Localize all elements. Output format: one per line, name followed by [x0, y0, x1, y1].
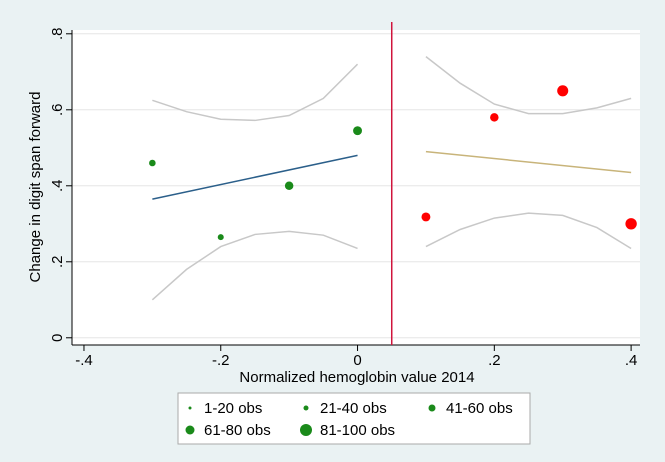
legend-marker: [303, 405, 309, 411]
legend-label: 41-60 obs: [446, 400, 513, 417]
legend-marker: [185, 425, 195, 435]
legend-marker: [188, 406, 192, 410]
legend-label: 81-100 obs: [320, 422, 395, 439]
plot-area: [72, 30, 640, 345]
point: [353, 126, 362, 136]
point: [625, 218, 637, 230]
y-tick-label: .4: [49, 180, 66, 193]
ci-curve: [151, 230, 358, 301]
point: [217, 234, 224, 241]
y-tick-label: .6: [49, 104, 66, 117]
x-tick-label: -.4: [75, 352, 93, 369]
point: [490, 113, 499, 122]
fit-line: [425, 150, 632, 174]
y-axis-label: Change in digit span forward: [27, 92, 44, 283]
point: [557, 85, 569, 97]
y-tick-label: .2: [49, 256, 66, 269]
legend-box: [177, 392, 531, 445]
x-tick-label: -.2: [212, 352, 230, 369]
y-tick-label: 0: [49, 334, 66, 342]
y-tick-label: .8: [49, 28, 66, 41]
x-tick-label: 0: [353, 352, 361, 369]
legend-label: 61-80 obs: [204, 422, 271, 439]
point: [284, 181, 294, 191]
point: [421, 212, 431, 222]
x-tick-label: .2: [488, 352, 501, 369]
legend-label: 21-40 obs: [320, 400, 387, 417]
fit-line: [152, 154, 358, 200]
ci-curve: [152, 63, 359, 122]
legend-label: 1-20 obs: [204, 400, 262, 417]
legend-marker: [428, 404, 436, 412]
ci-curve: [425, 212, 632, 250]
ci-curve: [425, 56, 632, 115]
legend-marker: [300, 424, 312, 436]
point: [149, 159, 156, 167]
x-axis-label: Normalized hemoglobin value 2014: [239, 369, 474, 386]
x-tick-label: .4: [625, 352, 638, 369]
